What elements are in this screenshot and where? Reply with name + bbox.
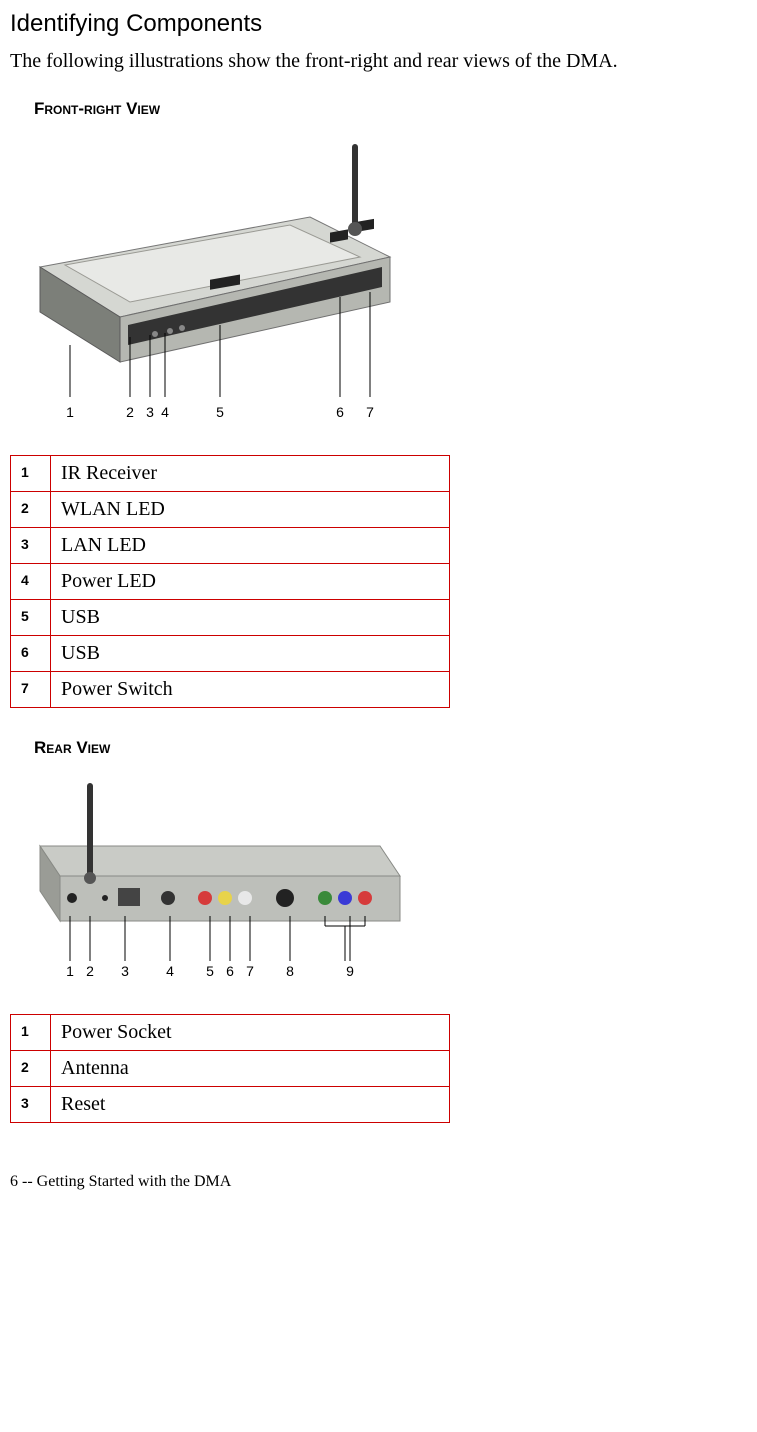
- intro-paragraph: The following illustrations show the fro…: [10, 50, 747, 73]
- svg-text:3: 3: [121, 963, 129, 979]
- heading-identifying-components: Identifying Components: [10, 10, 747, 38]
- table-row: 3LAN LED: [11, 528, 450, 564]
- footer-separator: --: [18, 1173, 37, 1190]
- table-row: 4Power LED: [11, 564, 450, 600]
- component-label: Antenna: [51, 1051, 450, 1087]
- svg-text:6: 6: [336, 404, 344, 420]
- component-label: Reset: [51, 1087, 450, 1123]
- component-label: USB: [51, 600, 450, 636]
- component-number: 1: [11, 456, 51, 492]
- table-row: 1Power Socket: [11, 1015, 450, 1051]
- svg-text:1: 1: [66, 404, 74, 420]
- component-number: 6: [11, 636, 51, 672]
- component-number: 3: [11, 1087, 51, 1123]
- component-number: 1: [11, 1015, 51, 1051]
- svg-text:1: 1: [66, 963, 74, 979]
- svg-text:2: 2: [126, 404, 134, 420]
- table-row: 7Power Switch: [11, 672, 450, 708]
- component-label: LAN LED: [51, 528, 450, 564]
- svg-text:4: 4: [161, 404, 169, 420]
- subheading-front-right-view: Front-right View: [34, 99, 747, 119]
- table-row: 1IR Receiver: [11, 456, 450, 492]
- svg-text:7: 7: [246, 963, 254, 979]
- svg-text:3: 3: [146, 404, 154, 420]
- table-row: 6USB: [11, 636, 450, 672]
- rear-components-table: 1Power Socket2Antenna3Reset: [10, 1014, 450, 1123]
- rear-device-illustration: 12 3 4 567 8 9: [10, 776, 410, 986]
- svg-text:7: 7: [366, 404, 374, 420]
- table-row: 5USB: [11, 600, 450, 636]
- front-device-illustration: 1 234 5 6 7: [10, 137, 410, 427]
- component-label: WLAN LED: [51, 492, 450, 528]
- component-number: 3: [11, 528, 51, 564]
- component-label: Power Switch: [51, 672, 450, 708]
- front-right-view-figure: 1 234 5 6 7: [10, 137, 747, 427]
- svg-text:8: 8: [286, 963, 294, 979]
- component-label: IR Receiver: [51, 456, 450, 492]
- svg-text:5: 5: [206, 963, 214, 979]
- svg-text:5: 5: [216, 404, 224, 420]
- footer-page-number: 6: [10, 1173, 18, 1190]
- svg-text:2: 2: [86, 963, 94, 979]
- rear-view-figure: 12 3 4 567 8 9: [10, 776, 747, 986]
- component-number: 4: [11, 564, 51, 600]
- component-number: 2: [11, 492, 51, 528]
- svg-text:4: 4: [166, 963, 174, 979]
- front-components-table: 1IR Receiver2WLAN LED3LAN LED4Power LED5…: [10, 455, 450, 708]
- front-components-tbody: 1IR Receiver2WLAN LED3LAN LED4Power LED5…: [11, 456, 450, 708]
- subheading-rear-view-text: Rear View: [34, 738, 110, 757]
- footer-text: Getting Started with the DMA: [37, 1173, 232, 1190]
- component-number: 2: [11, 1051, 51, 1087]
- component-label: Power LED: [51, 564, 450, 600]
- rear-components-tbody: 1Power Socket2Antenna3Reset: [11, 1015, 450, 1123]
- table-row: 2WLAN LED: [11, 492, 450, 528]
- svg-text:6: 6: [226, 963, 234, 979]
- table-row: 3Reset: [11, 1087, 450, 1123]
- component-label: Power Socket: [51, 1015, 450, 1051]
- table-row: 2Antenna: [11, 1051, 450, 1087]
- subheading-front-right-view-text: Front-right View: [34, 99, 160, 118]
- component-label: USB: [51, 636, 450, 672]
- component-number: 5: [11, 600, 51, 636]
- page-footer: 6 -- Getting Started with the DMA: [10, 1173, 747, 1191]
- subheading-rear-view: Rear View: [34, 738, 747, 758]
- svg-text:9: 9: [346, 963, 354, 979]
- component-number: 7: [11, 672, 51, 708]
